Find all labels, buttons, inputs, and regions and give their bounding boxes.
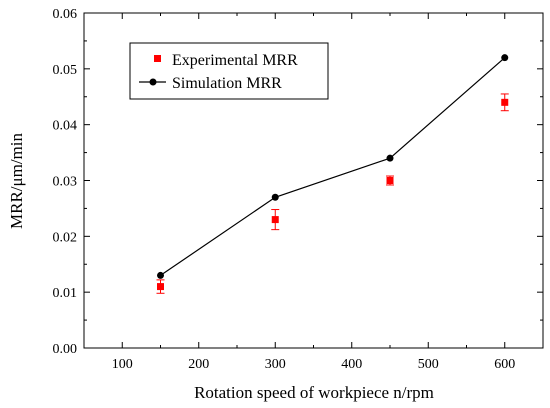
- x-axis-label: Rotation speed of workpiece n/rpm: [194, 383, 434, 402]
- y-tick-label: 0.00: [53, 342, 78, 357]
- x-tick-label: 300: [265, 357, 286, 372]
- experimental-point: [271, 216, 279, 224]
- x-tick-label: 600: [494, 357, 515, 372]
- y-tick-label: 0.02: [53, 230, 78, 245]
- x-tick-label: 200: [188, 357, 209, 372]
- y-tick-label: 0.04: [53, 119, 78, 134]
- x-tick-label: 500: [418, 357, 439, 372]
- legend: Experimental MRR Simulation MRR: [129, 42, 329, 100]
- y-tick-label: 0.03: [53, 175, 78, 190]
- experimental-point: [501, 98, 509, 106]
- simulation-point: [157, 271, 164, 279]
- experimental-point: [386, 177, 394, 184]
- legend-experimental-marker: [154, 55, 161, 62]
- experimental-point: [157, 283, 164, 291]
- y-axis-label: MRR/μm/min: [7, 132, 26, 229]
- y-axis-ticks: 0.00 0.01 0.02 0.03 0.04 0.05 0.06: [53, 7, 543, 357]
- simulation-point: [386, 154, 394, 162]
- legend-simulation-marker: [149, 78, 157, 86]
- legend-simulation-label: Simulation MRR: [172, 75, 282, 92]
- legend-experimental-label: Experimental MRR: [172, 52, 298, 69]
- y-tick-label: 0.01: [53, 286, 78, 301]
- x-tick-label: 100: [112, 357, 133, 372]
- x-axis-ticks: 100 200 300 400 500 600: [112, 13, 515, 372]
- simulation-line: [160, 57, 506, 276]
- legend-box: [129, 42, 329, 100]
- x-tick-label: 400: [341, 357, 362, 372]
- y-tick-label: 0.05: [53, 63, 78, 78]
- simulation-point: [271, 193, 279, 201]
- y-tick-label: 0.06: [53, 7, 78, 22]
- series-layer: [156, 54, 509, 294]
- simulation-point: [501, 54, 509, 62]
